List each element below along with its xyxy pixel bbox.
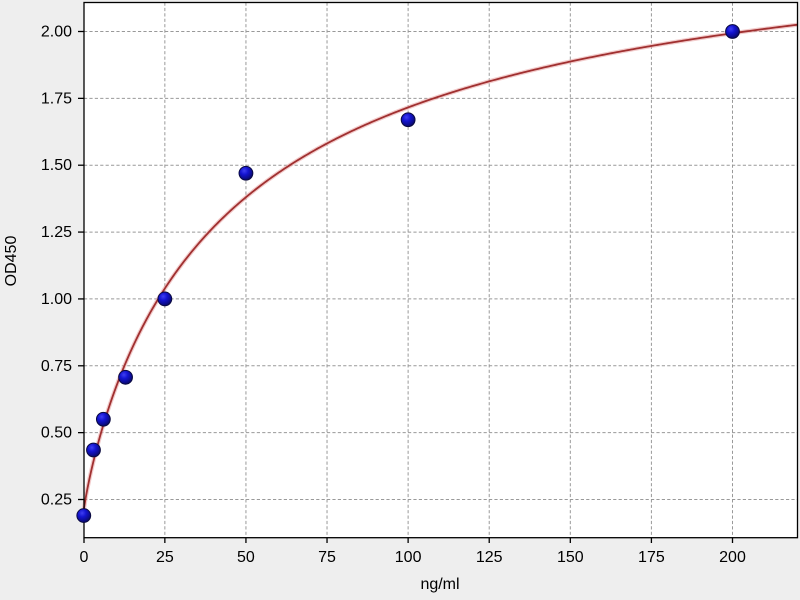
- svg-text:25: 25: [156, 549, 174, 566]
- svg-text:2.00: 2.00: [41, 24, 72, 41]
- svg-text:ng/ml: ng/ml: [420, 576, 459, 593]
- svg-text:1.50: 1.50: [41, 157, 72, 174]
- svg-text:150: 150: [557, 549, 584, 566]
- svg-text:0: 0: [80, 549, 89, 566]
- svg-text:175: 175: [638, 549, 665, 566]
- svg-text:1.00: 1.00: [41, 291, 72, 308]
- svg-text:200: 200: [719, 549, 746, 566]
- svg-text:0.50: 0.50: [41, 425, 72, 442]
- svg-text:0.75: 0.75: [41, 358, 72, 375]
- svg-text:50: 50: [237, 549, 255, 566]
- svg-text:125: 125: [476, 549, 503, 566]
- svg-text:75: 75: [318, 549, 336, 566]
- svg-text:1.75: 1.75: [41, 90, 72, 107]
- svg-text:1.25: 1.25: [41, 224, 72, 241]
- svg-text:0.25: 0.25: [41, 492, 72, 509]
- svg-text:OD450: OD450: [3, 236, 20, 287]
- svg-text:100: 100: [395, 549, 422, 566]
